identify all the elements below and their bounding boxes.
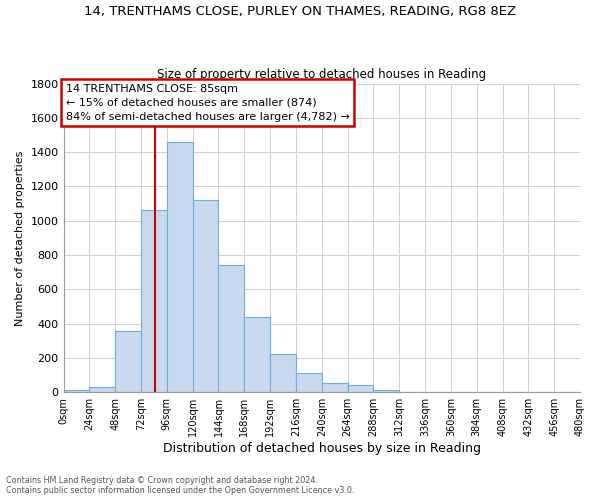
Bar [270, 354, 296, 393]
Y-axis label: Number of detached properties: Number of detached properties [15, 150, 25, 326]
Bar [141, 210, 167, 392]
Bar [167, 142, 193, 393]
X-axis label: Distribution of detached houses by size in Reading: Distribution of detached houses by size … [163, 442, 481, 455]
Bar [244, 317, 270, 392]
Bar [373, 390, 399, 392]
Text: 14, TRENTHAMS CLOSE, PURLEY ON THAMES, READING, RG8 8EZ: 14, TRENTHAMS CLOSE, PURLEY ON THAMES, R… [84, 5, 516, 18]
Bar [89, 387, 115, 392]
Bar [115, 332, 141, 392]
Bar [218, 266, 244, 392]
Bar [347, 386, 373, 392]
Bar [64, 390, 89, 392]
Bar [296, 374, 322, 392]
Title: Size of property relative to detached houses in Reading: Size of property relative to detached ho… [157, 68, 487, 81]
Text: Contains HM Land Registry data © Crown copyright and database right 2024.
Contai: Contains HM Land Registry data © Crown c… [6, 476, 355, 495]
Text: 14 TRENTHAMS CLOSE: 85sqm
← 15% of detached houses are smaller (874)
84% of semi: 14 TRENTHAMS CLOSE: 85sqm ← 15% of detac… [65, 84, 350, 122]
Bar [193, 200, 218, 392]
Bar [322, 383, 347, 392]
